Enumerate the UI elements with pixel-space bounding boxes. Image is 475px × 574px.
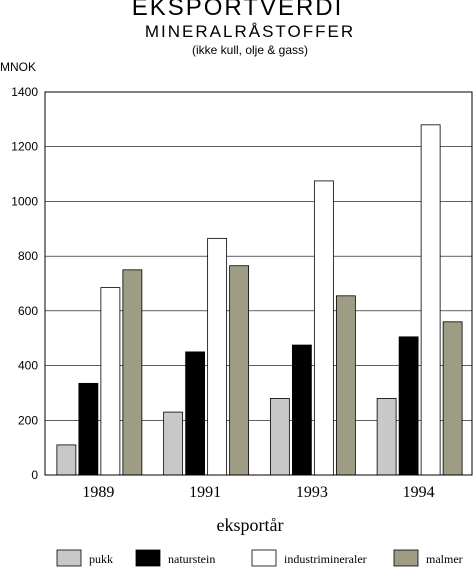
legend-label-industrimineraler: industrimineraler [284, 552, 367, 566]
chart-subtitle: MINERALRÅSTOFFER [144, 22, 356, 41]
y-tick-label: 1000 [11, 194, 38, 208]
bar-industrimineraler-1993 [313, 180, 334, 476]
legend-swatch-malmer [393, 549, 419, 567]
y-tick-label: 1200 [11, 140, 38, 154]
bar-naturstein-1993 [291, 344, 312, 476]
legend-label-pukk: pukk [89, 552, 113, 566]
y-tick-label: 0 [31, 468, 38, 482]
y-axis-ticks: 0 200 400 600 800 1000 1200 1400 [11, 85, 38, 482]
bar-malmer-1991 [229, 265, 250, 476]
legend: pukk naturstein industrimineraler malmer [56, 549, 463, 567]
x-tick-label: 1993 [296, 484, 328, 501]
bar-naturstein-1989 [78, 382, 99, 476]
bar-malmer-1989 [122, 269, 143, 476]
plot-frame [44, 91, 473, 476]
legend-swatch-industrimineraler [251, 549, 277, 567]
y-axis-unit-label: MNOK [0, 60, 36, 74]
chart-subtitle-note: (ikke kull, olje & gass) [191, 43, 309, 57]
bar-pukk-1991 [163, 411, 184, 476]
legend-swatch-naturstein [135, 549, 161, 567]
bar-pukk-1993 [269, 397, 290, 476]
x-tick-label: 1989 [82, 484, 114, 501]
bar-naturstein-1994 [398, 336, 419, 476]
y-tick-label: 200 [18, 413, 38, 427]
bar-malmer-1994 [442, 321, 463, 476]
bar-malmer-1993 [335, 295, 356, 476]
legend-swatch-pukk [56, 549, 82, 567]
x-axis-ticks: 1989 1991 1993 1994 [82, 484, 434, 501]
x-axis-title: eksportår [216, 515, 284, 535]
bar-naturstein-1991 [185, 351, 206, 476]
chart-title: EKSPORTVERDI [131, 0, 344, 21]
bar-pukk-1989 [56, 444, 77, 476]
bar-series [56, 124, 463, 476]
bar-pukk-1994 [376, 397, 397, 476]
y-tick-label: 600 [18, 304, 38, 318]
legend-label-naturstein: naturstein [168, 552, 215, 566]
x-tick-label: 1994 [403, 484, 435, 501]
y-tick-label: 1400 [11, 85, 38, 99]
bar-industrimineraler-1989 [100, 287, 121, 476]
bar-industrimineraler-1991 [207, 237, 228, 476]
y-tick-label: 400 [18, 359, 38, 373]
x-tick-label: 1991 [189, 484, 221, 501]
y-tick-label: 800 [18, 249, 38, 263]
bar-industrimineraler-1994 [420, 124, 441, 476]
legend-label-malmer: malmer [426, 552, 463, 566]
